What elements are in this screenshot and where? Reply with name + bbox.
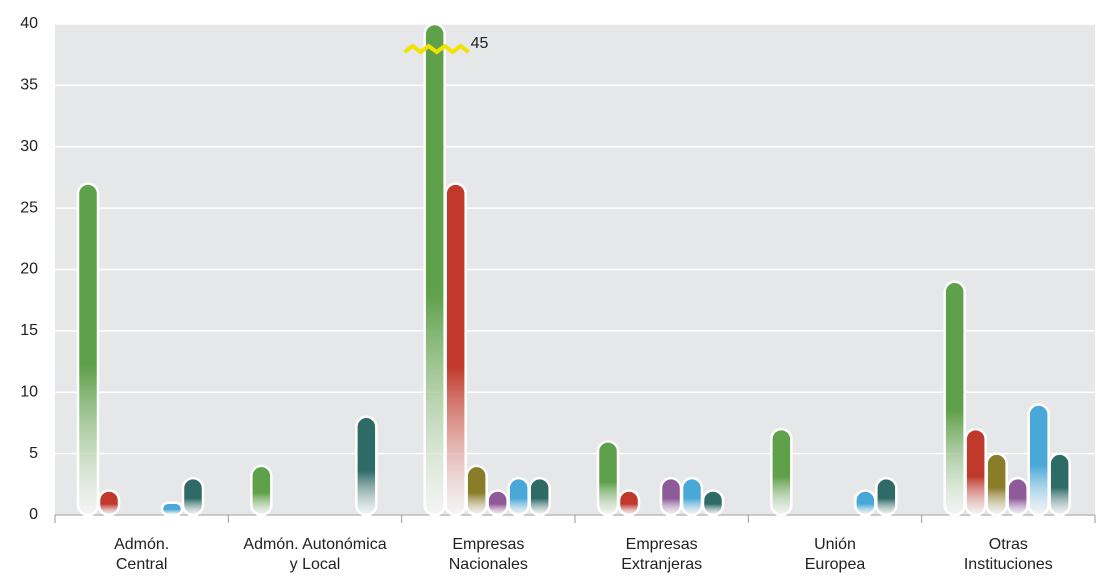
bar [770, 427, 793, 517]
x-tick-label: Extranjeras [621, 556, 702, 573]
x-tick-label: Central [116, 556, 168, 573]
bar [680, 476, 704, 517]
axis-break [403, 43, 470, 55]
y-tick-label: 40 [20, 15, 38, 32]
x-tick-label: Nacionales [449, 556, 528, 573]
bar [701, 489, 725, 517]
bar [423, 22, 446, 517]
bar [659, 476, 683, 517]
x-tick-label: Europea [805, 556, 866, 573]
bar [507, 476, 530, 517]
bar [854, 489, 877, 517]
y-tick-label: 10 [20, 383, 38, 400]
bar [617, 489, 641, 517]
y-tick-label: 0 [29, 506, 38, 523]
bar [160, 501, 184, 517]
x-tick-label: Empresas [452, 536, 524, 553]
bar [1006, 476, 1029, 517]
y-tick-label: 25 [20, 199, 38, 216]
x-tick-label: Unión [814, 536, 856, 553]
x-tick-label: y Local [290, 556, 341, 573]
bar [76, 182, 100, 517]
bar [1027, 403, 1050, 517]
x-tick-label: Otras [989, 536, 1028, 553]
bar [355, 415, 378, 517]
y-tick-label: 35 [20, 77, 38, 94]
bar [181, 476, 205, 517]
x-tick-label: Empresas [626, 536, 698, 553]
y-tick-label: 15 [20, 322, 38, 339]
bar [964, 427, 987, 517]
x-tick-label: Admón. [114, 536, 169, 553]
bar [444, 182, 467, 517]
x-tick-label: Instituciones [964, 556, 1053, 573]
y-tick-label: 5 [29, 445, 38, 462]
bar [596, 440, 620, 517]
bar [528, 476, 551, 517]
bar [250, 464, 273, 517]
bar [97, 489, 121, 517]
bar [875, 476, 898, 517]
y-tick-label: 20 [20, 261, 38, 278]
bar [943, 280, 966, 517]
y-tick-label: 30 [20, 138, 38, 155]
bar [486, 489, 509, 517]
bar [465, 464, 488, 517]
bar [985, 452, 1008, 517]
bar [1048, 452, 1071, 517]
x-tick-label: Admón. Autonómica [243, 536, 386, 553]
value-label: 45 [471, 35, 489, 52]
